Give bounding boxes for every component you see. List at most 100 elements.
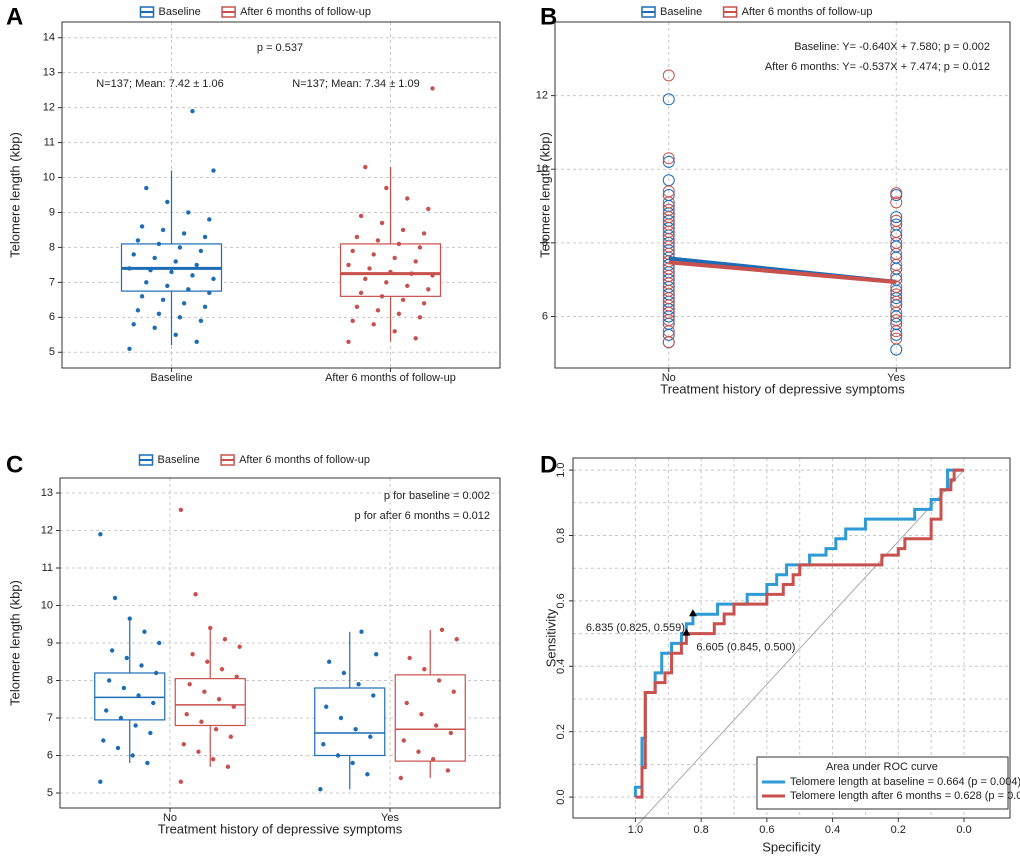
panel: C 5 6 7 8 9 10 11 12 13 Telomere length (kbp) Treat… <box>6 451 501 836</box>
y-tick-label: 13 <box>43 67 55 79</box>
panel: B 6 8 10 12 Telomere length (kbp) Treatment hi… <box>536 3 1011 396</box>
data-point <box>368 734 373 739</box>
legend-label: After 6 months of follow-up <box>240 6 371 18</box>
data-point <box>127 346 132 351</box>
data-point <box>419 712 424 717</box>
data-point <box>181 742 186 747</box>
legend-label: After 6 months of follow-up <box>742 6 873 18</box>
data-point <box>181 231 187 236</box>
plot-frame <box>61 21 501 369</box>
data-point <box>160 227 166 233</box>
data-point <box>156 241 162 247</box>
y-tick-label: 11 <box>42 562 53 574</box>
data-point <box>184 712 189 717</box>
data-point <box>662 299 675 312</box>
data-point <box>409 271 414 276</box>
data-point <box>454 637 459 642</box>
data-point <box>196 749 201 754</box>
data-point <box>98 779 103 784</box>
plot-frame <box>572 457 1011 819</box>
data-point <box>396 241 402 247</box>
data-point <box>152 255 157 261</box>
legend-label: Telomere length after 6 months = 0.628 (… <box>790 790 1020 802</box>
data-point <box>177 245 183 250</box>
data-point <box>181 301 187 306</box>
data-point <box>151 700 156 706</box>
x-tick-label: After 6 months of follow-up <box>325 372 456 384</box>
data-point <box>426 206 431 212</box>
data-point <box>109 648 115 653</box>
data-point <box>451 689 456 694</box>
panel-letter: D <box>540 451 557 478</box>
data-point <box>152 325 157 331</box>
data-point <box>379 294 385 299</box>
data-point <box>139 663 144 668</box>
y-tick-label: 0.8 <box>555 528 567 543</box>
data-point <box>374 652 379 657</box>
x-tick-label: 0.8 <box>693 824 708 836</box>
data-point <box>662 218 675 231</box>
data-point <box>396 311 402 317</box>
y-tick-label: 0.6 <box>555 593 567 608</box>
data-point <box>127 616 132 621</box>
data-point <box>413 336 418 341</box>
legend-label: Baseline <box>159 6 201 18</box>
y-tick-label: 1.0 <box>555 462 567 477</box>
x-axis-title: Specificity <box>762 839 821 854</box>
panel-letter: B <box>540 3 557 30</box>
data-point <box>127 266 132 271</box>
roc-curve <box>633 468 964 798</box>
x-tick-label: No <box>163 812 177 824</box>
data-point <box>136 693 141 698</box>
data-point <box>363 276 368 282</box>
data-point <box>198 248 204 254</box>
y-tick-label: 7 <box>49 276 55 288</box>
data-point <box>421 301 427 306</box>
data-point <box>662 185 675 198</box>
y-axis-title: Telomere length (kbp) <box>7 580 22 706</box>
data-point <box>186 210 191 215</box>
data-point <box>445 768 451 773</box>
data-point <box>662 284 675 297</box>
data-point <box>210 757 216 762</box>
data-point <box>433 723 439 728</box>
data-point <box>101 738 106 743</box>
panel: D 0.0 0.2 0.4 0.6 0.8 1.0 Sensitivity Specificit… <box>540 451 1020 854</box>
y-axis-title: Telomere length (kbp) <box>537 132 552 258</box>
data-point <box>207 217 212 222</box>
data-point <box>173 332 178 337</box>
data-point <box>124 655 130 661</box>
plot-frame <box>554 21 1011 369</box>
data-point <box>422 667 427 672</box>
data-point <box>202 689 207 694</box>
data-point <box>384 280 389 285</box>
data-point <box>358 290 364 296</box>
fit-line <box>668 260 897 284</box>
data-point <box>890 214 903 227</box>
data-point <box>139 224 145 229</box>
annotation: p for after 6 months = 0.012 <box>355 510 490 522</box>
data-point <box>662 93 675 106</box>
data-point <box>211 168 216 173</box>
data-point <box>177 315 183 320</box>
data-point <box>401 738 406 743</box>
data-point <box>173 259 178 264</box>
data-point <box>350 760 355 766</box>
data-point <box>430 273 435 278</box>
data-point <box>216 697 222 702</box>
annotation: After 6 months: Y= -0.537X + 7.474; p = … <box>765 61 990 73</box>
data-point <box>662 189 675 201</box>
data-point <box>392 329 397 334</box>
data-point <box>178 507 184 513</box>
data-point <box>404 700 409 706</box>
y-tick-label: 9 <box>49 206 55 218</box>
data-point <box>156 640 162 646</box>
y-tick-label: 5 <box>47 787 53 799</box>
data-point <box>194 339 199 344</box>
y-tick-label: 6 <box>47 749 53 761</box>
data-point <box>354 234 360 240</box>
data-point <box>338 715 344 721</box>
data-point <box>426 287 431 292</box>
y-tick-label: 9 <box>47 637 53 649</box>
data-point <box>148 730 153 736</box>
